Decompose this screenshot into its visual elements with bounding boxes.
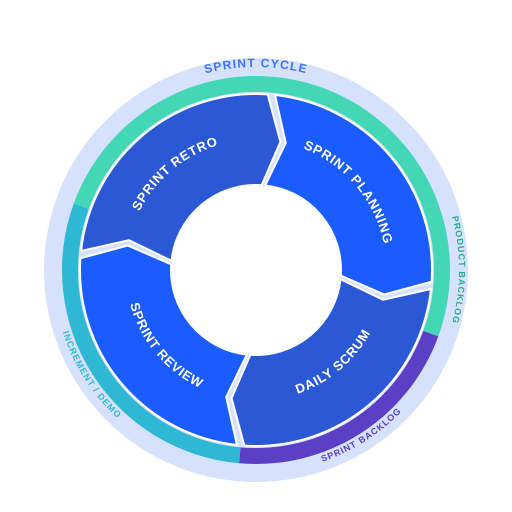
center-hole xyxy=(172,186,340,354)
sprint-cycle-diagram: SPRINT PLANNINGDAILY SCRUMSPRINT REVIEWS… xyxy=(0,0,512,512)
